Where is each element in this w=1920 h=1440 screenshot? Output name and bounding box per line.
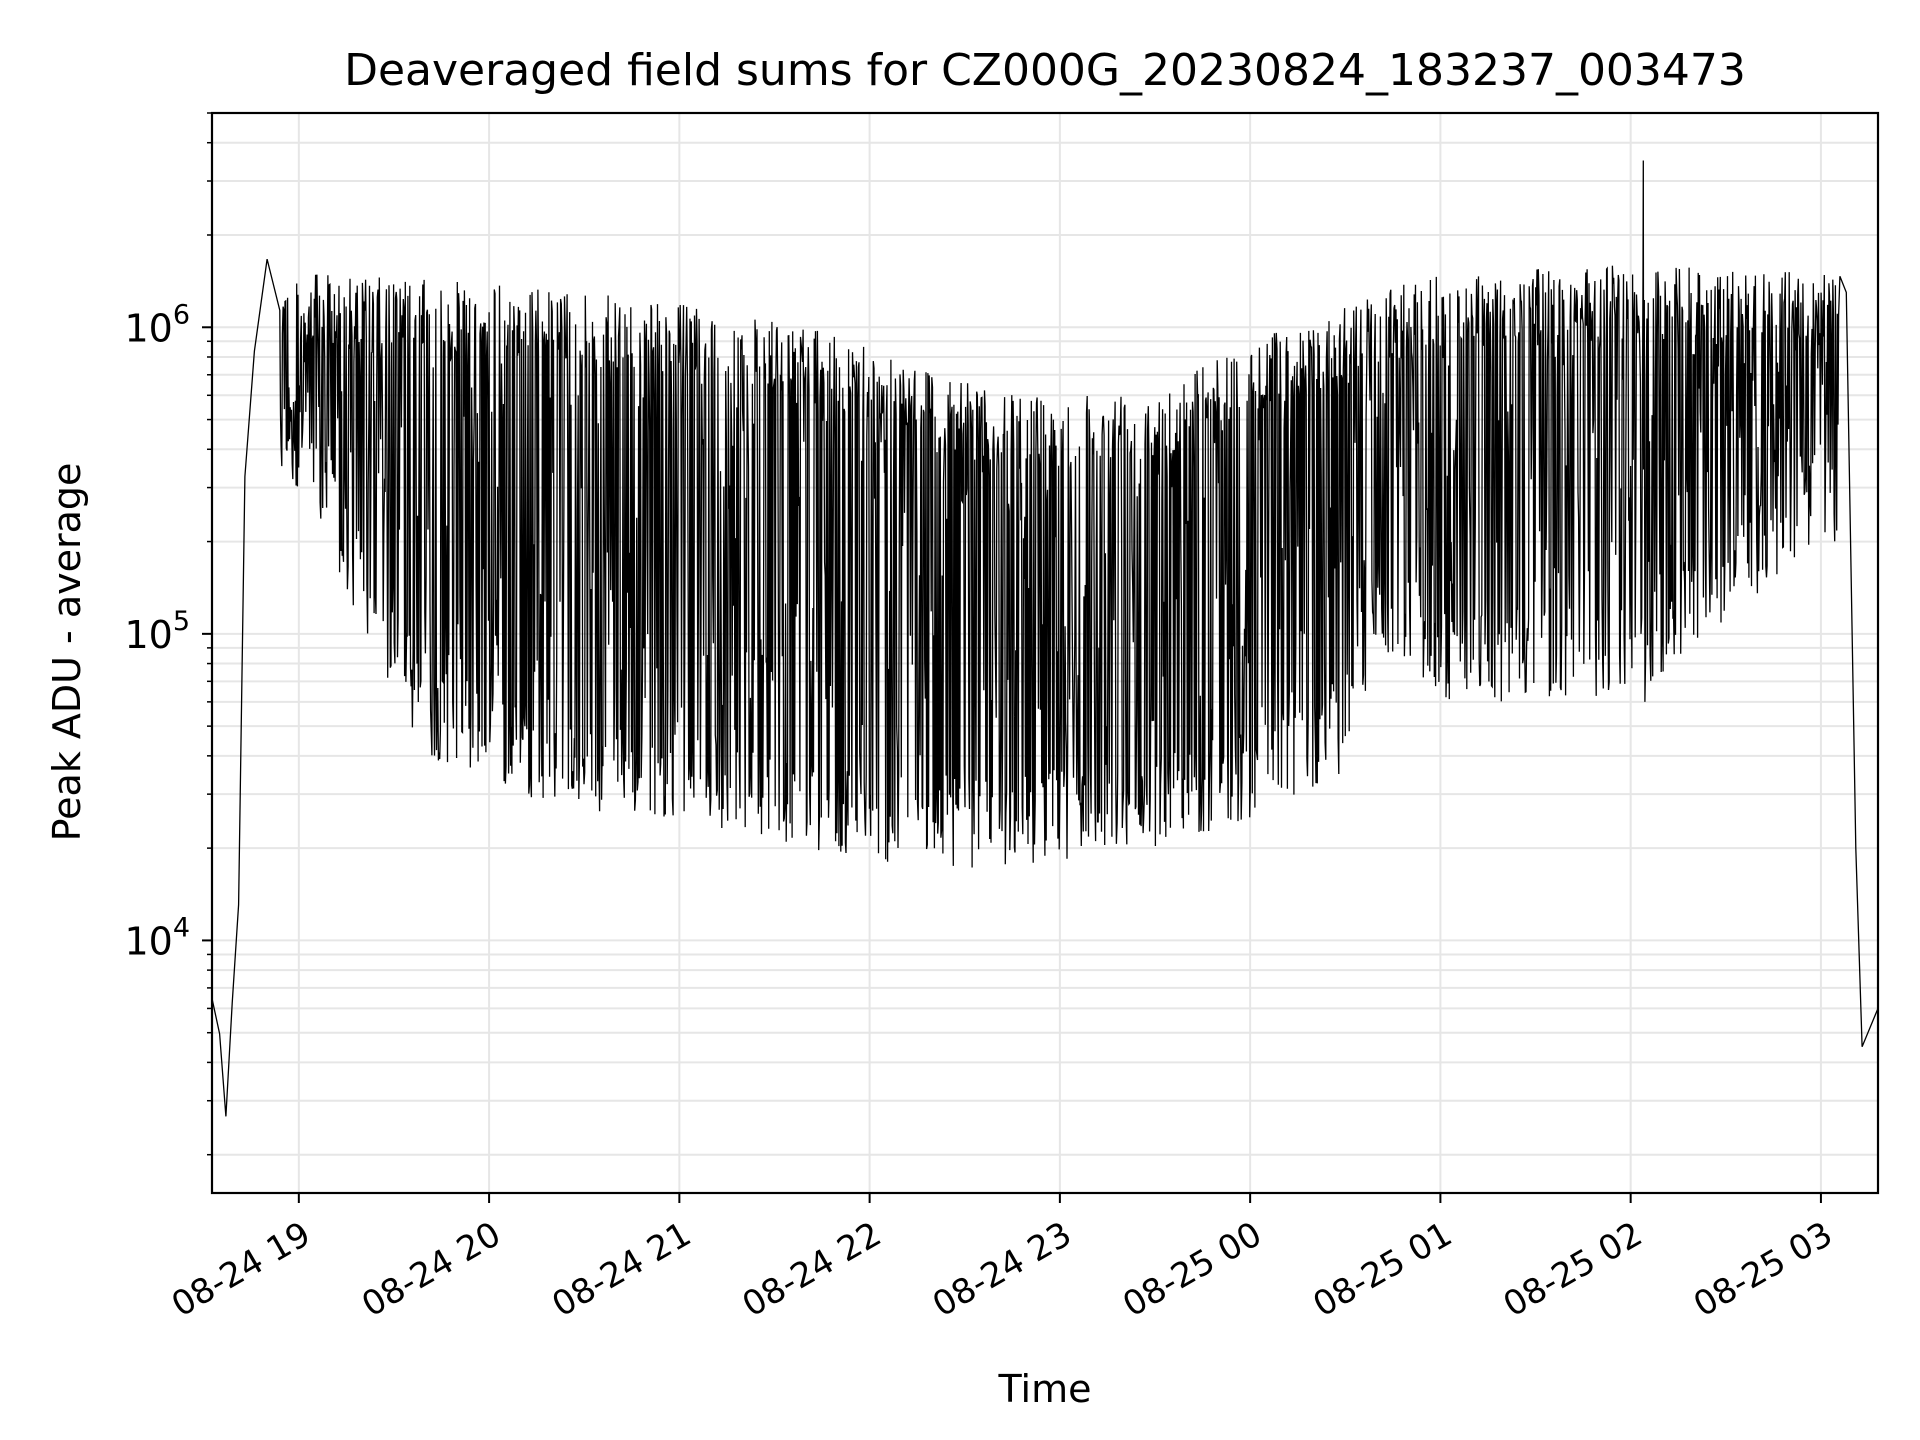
- series-trace: [211, 160, 1879, 1117]
- chart-title: Deaveraged field sums for CZ000G_2023082…: [344, 45, 1746, 96]
- series-line: [211, 160, 1879, 1117]
- plot-frame: [210, 111, 1880, 1195]
- y-tick-label: 104: [124, 912, 190, 963]
- y-axis-label: Peak ADU - average: [45, 463, 89, 842]
- y-axis: 104 105 106: [124, 112, 212, 1156]
- y-tick-label: 105: [124, 606, 190, 657]
- y-tick-label: 106: [124, 299, 190, 350]
- x-axis-label: Time: [998, 1367, 1092, 1411]
